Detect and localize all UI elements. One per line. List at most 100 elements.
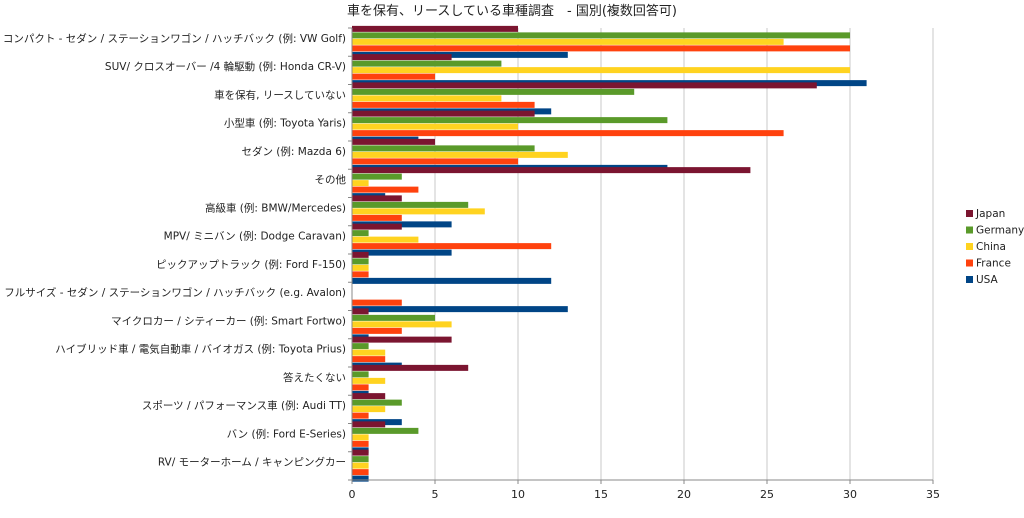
bar-china: [352, 67, 850, 74]
x-tick-label: 10: [511, 488, 525, 501]
bar-germany: [352, 201, 469, 208]
axes: 0 5 10 15 20 25 30 35 コンパクト - セダン / ステーションワゴン / …: [3, 27, 940, 501]
bar-france: [352, 469, 369, 476]
bar-china: [352, 151, 568, 158]
bar-china: [352, 406, 386, 413]
bar-france: [352, 412, 369, 419]
y-tick-label: RV/ モーターホーム / キャンピングカー: [158, 456, 346, 469]
legend-swatch-usa: [966, 276, 973, 283]
y-tick-label: フルサイズ - セダン / ステーションワゴン / ハッチバック (e.g. A…: [4, 286, 346, 299]
bar-france: [352, 214, 402, 221]
bar-germany: [352, 343, 369, 350]
y-tick-label: 小型車 (例: Toyota Yaris): [224, 117, 346, 130]
bar-china: [352, 123, 518, 130]
bars: [352, 25, 867, 482]
bar-germany: [352, 427, 419, 434]
bar-china: [352, 434, 369, 441]
bar-germany: [352, 314, 435, 321]
bar-france: [352, 186, 419, 193]
x-tick-label: 30: [843, 488, 857, 501]
bar-france: [352, 327, 402, 334]
bar-china: [352, 264, 369, 271]
x-tick-label: 15: [594, 488, 608, 501]
bar-japan: [352, 393, 386, 400]
bar-france: [352, 130, 784, 137]
bar-france: [352, 356, 386, 363]
bar-germany: [352, 456, 369, 463]
bar-germany: [352, 145, 535, 152]
bar-france: [352, 271, 369, 278]
bar-china: [352, 236, 419, 243]
bar-germany: [352, 173, 402, 180]
bar-france: [352, 243, 552, 250]
bar-germany: [352, 88, 635, 95]
bar-germany: [352, 60, 502, 67]
bar-china: [352, 321, 452, 328]
bar-china: [352, 38, 784, 45]
y-tick-label: マイクロカー / シティーカー (例: Smart Fortwo): [111, 314, 346, 327]
y-tick-label: 車を保有, リースしていない: [214, 88, 346, 101]
legend-swatch-japan: [966, 210, 973, 217]
bar-japan: [352, 138, 435, 145]
bar-germany: [352, 230, 369, 237]
legend-swatch-germany: [966, 226, 973, 234]
y-tick-label: コンパクト - セダン / ステーションワゴン / ハッチバック (例: VW …: [3, 32, 346, 45]
bar-china: [352, 349, 386, 356]
bar-france: [352, 440, 369, 447]
legend: Japan Germany China France USA: [966, 208, 1024, 286]
bar-france: [352, 101, 535, 108]
bar-germany: [352, 32, 850, 39]
bar-japan: [352, 251, 369, 258]
bar-usa: [352, 306, 568, 313]
y-tick-label: バン (例: Ford E-Series): [227, 427, 346, 440]
legend-label-usa: USA: [976, 274, 999, 286]
bar-japan: [352, 421, 386, 428]
bar-japan: [352, 167, 751, 174]
bar-japan: [352, 110, 535, 117]
bar-usa: [352, 51, 568, 58]
bar-usa: [352, 277, 552, 284]
bar-germany: [352, 117, 668, 124]
bar-china: [352, 208, 485, 215]
bar-japan: [352, 364, 469, 371]
y-tick-label: その他: [315, 173, 347, 186]
bar-japan: [352, 308, 369, 315]
legend-label-china: China: [976, 241, 1006, 253]
bar-japan: [352, 195, 402, 202]
y-tick-label: セダン (例: Mazda 6): [241, 145, 346, 158]
bar-china: [352, 462, 369, 469]
legend-swatch-china: [966, 243, 973, 250]
y-tick-label: ハイブリッド車 / 電気自動車 / バイオガス (例: Toyota Prius…: [55, 343, 346, 356]
x-tick-label: 0: [349, 488, 356, 501]
bar-japan: [352, 25, 518, 32]
bar-france: [352, 73, 435, 80]
bar-usa: [352, 475, 369, 482]
x-tick-label: 25: [760, 488, 774, 501]
bar-france: [352, 384, 369, 391]
y-tick-label: MPV/ ミニバン (例: Dodge Caravan): [164, 230, 346, 243]
bar-china: [352, 180, 369, 187]
bar-germany: [352, 371, 369, 378]
legend-label-japan: Japan: [975, 208, 1005, 220]
x-tick-label: 5: [432, 488, 439, 501]
bar-china: [352, 377, 386, 384]
bar-usa: [352, 249, 452, 256]
bar-france: [352, 158, 518, 165]
bar-japan: [352, 82, 817, 89]
bar-japan: [352, 223, 402, 230]
y-tick-label: SUV/ クロスオーバー /4 輪駆動 (例: Honda CR-V): [105, 60, 346, 73]
legend-label-france: France: [976, 258, 1011, 270]
y-tick-label: 高級車 (例: BMW/Mercedes): [205, 201, 346, 214]
bar-france: [352, 45, 850, 52]
x-tick-label: 20: [677, 488, 691, 501]
bar-germany: [352, 399, 402, 406]
legend-label-germany: Germany: [976, 225, 1024, 237]
x-tick-label: 35: [926, 488, 940, 501]
bar-japan: [352, 54, 452, 61]
legend-swatch-france: [966, 259, 973, 267]
bar-germany: [352, 258, 369, 265]
bar-japan: [352, 449, 369, 456]
bar-china: [352, 95, 502, 102]
